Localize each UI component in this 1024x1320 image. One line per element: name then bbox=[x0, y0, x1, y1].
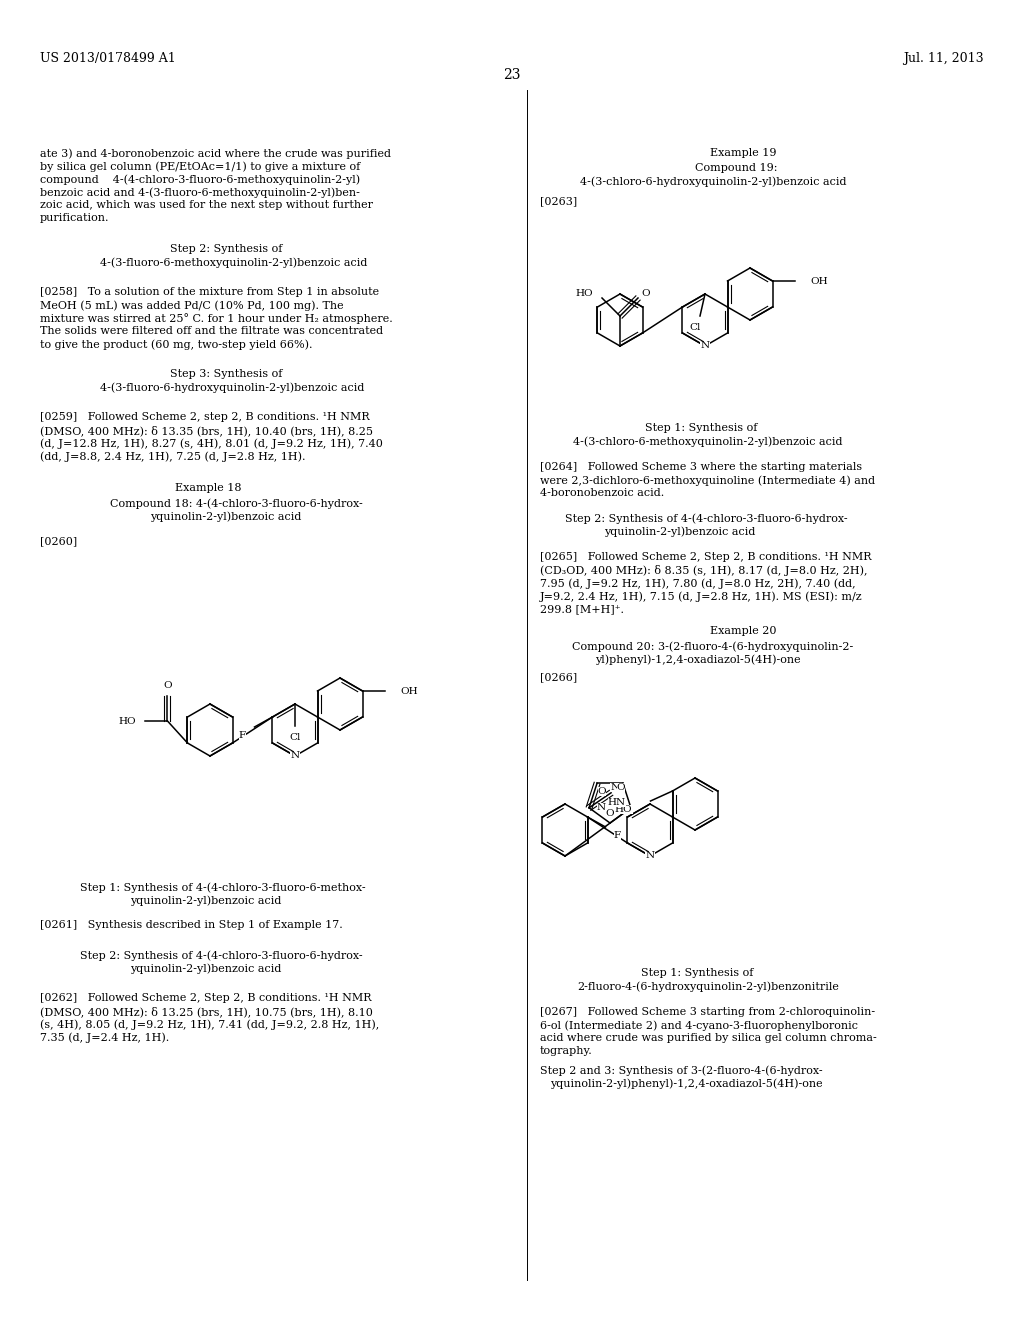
Text: benzoic acid and 4-(3-fluoro-6-methoxyquinolin-2-yl)ben-: benzoic acid and 4-(3-fluoro-6-methoxyqu… bbox=[40, 187, 359, 198]
Text: by silica gel column (PE/EtOAc=1/1) to give a mixture of: by silica gel column (PE/EtOAc=1/1) to g… bbox=[40, 161, 360, 172]
Text: (DMSO, 400 MHz): δ 13.35 (brs, 1H), 10.40 (brs, 1H), 8.25: (DMSO, 400 MHz): δ 13.35 (brs, 1H), 10.4… bbox=[40, 425, 373, 436]
Text: HO: HO bbox=[614, 804, 633, 813]
Text: OH: OH bbox=[400, 686, 418, 696]
Text: N: N bbox=[597, 804, 605, 812]
Text: The solids were filtered off and the filtrate was concentrated: The solids were filtered off and the fil… bbox=[40, 326, 383, 337]
Text: Compound 20: 3-(2-fluoro-4-(6-hydroxyquinolin-2-: Compound 20: 3-(2-fluoro-4-(6-hydroxyqui… bbox=[572, 642, 853, 652]
Text: Compound 19:: Compound 19: bbox=[695, 162, 777, 173]
Text: HO: HO bbox=[119, 717, 136, 726]
Text: (DMSO, 400 MHz): δ 13.25 (brs, 1H), 10.75 (brs, 1H), 8.10: (DMSO, 400 MHz): δ 13.25 (brs, 1H), 10.7… bbox=[40, 1006, 373, 1016]
Text: Compound 18: 4-(4-chloro-3-fluoro-6-hydrox-: Compound 18: 4-(4-chloro-3-fluoro-6-hydr… bbox=[110, 498, 362, 508]
Text: O: O bbox=[605, 808, 614, 817]
Text: acid where crude was purified by silica gel column chroma-: acid where crude was purified by silica … bbox=[540, 1034, 877, 1043]
Text: US 2013/0178499 A1: US 2013/0178499 A1 bbox=[40, 51, 176, 65]
Text: 6-ol (Intermediate 2) and 4-cyano-3-fluorophenylboronic: 6-ol (Intermediate 2) and 4-cyano-3-fluo… bbox=[540, 1020, 858, 1031]
Text: [0266]: [0266] bbox=[540, 672, 578, 682]
Text: [0259]   Followed Scheme 2, step 2, B conditions. ¹H NMR: [0259] Followed Scheme 2, step 2, B cond… bbox=[40, 412, 370, 422]
Text: Step 3: Synthesis of: Step 3: Synthesis of bbox=[170, 370, 283, 379]
Text: 4-boronobenzoic acid.: 4-boronobenzoic acid. bbox=[540, 488, 665, 498]
Text: 23: 23 bbox=[503, 69, 521, 82]
Text: to give the product (60 mg, two-step yield 66%).: to give the product (60 mg, two-step yie… bbox=[40, 339, 312, 350]
Text: compound    4-(4-chloro-3-fluoro-6-methoxyquinolin-2-yl): compound 4-(4-chloro-3-fluoro-6-methoxyq… bbox=[40, 174, 360, 185]
Text: O: O bbox=[616, 783, 626, 792]
Text: Example 18: Example 18 bbox=[175, 483, 242, 492]
Text: Step 1: Synthesis of 4-(4-chloro-3-fluoro-6-methox-: Step 1: Synthesis of 4-(4-chloro-3-fluor… bbox=[80, 882, 366, 892]
Text: yquinolin-2-yl)benzoic acid: yquinolin-2-yl)benzoic acid bbox=[130, 895, 282, 906]
Text: 7.35 (d, J=2.4 Hz, 1H).: 7.35 (d, J=2.4 Hz, 1H). bbox=[40, 1032, 169, 1043]
Text: yquinolin-2-yl)benzoic acid: yquinolin-2-yl)benzoic acid bbox=[604, 525, 756, 536]
Text: N: N bbox=[700, 342, 710, 351]
Text: Example 20: Example 20 bbox=[710, 626, 776, 636]
Text: [0260]: [0260] bbox=[40, 536, 77, 546]
Text: tography.: tography. bbox=[540, 1045, 593, 1056]
Text: O: O bbox=[163, 681, 172, 690]
Text: O: O bbox=[598, 787, 606, 796]
Text: (d, J=12.8 Hz, 1H), 8.27 (s, 4H), 8.01 (d, J=9.2 Hz, 1H), 7.40: (d, J=12.8 Hz, 1H), 8.27 (s, 4H), 8.01 (… bbox=[40, 438, 383, 449]
Text: HO: HO bbox=[575, 289, 593, 298]
Text: 299.8 [M+H]⁺.: 299.8 [M+H]⁺. bbox=[540, 605, 624, 614]
Text: yl)phenyl)-1,2,4-oxadiazol-5(4H)-one: yl)phenyl)-1,2,4-oxadiazol-5(4H)-one bbox=[595, 653, 801, 664]
Text: Example 19: Example 19 bbox=[710, 148, 776, 158]
Text: 4-(3-fluoro-6-methoxyquinolin-2-yl)benzoic acid: 4-(3-fluoro-6-methoxyquinolin-2-yl)benzo… bbox=[100, 257, 368, 268]
Text: [0265]   Followed Scheme 2, Step 2, B conditions. ¹H NMR: [0265] Followed Scheme 2, Step 2, B cond… bbox=[540, 552, 871, 562]
Text: N: N bbox=[610, 783, 620, 792]
Text: F: F bbox=[614, 830, 622, 840]
Text: J=9.2, 2.4 Hz, 1H), 7.15 (d, J=2.8 Hz, 1H). MS (ESI): m/z: J=9.2, 2.4 Hz, 1H), 7.15 (d, J=2.8 Hz, 1… bbox=[540, 591, 862, 602]
Text: Step 2: Synthesis of: Step 2: Synthesis of bbox=[170, 244, 283, 253]
Text: ate 3) and 4-boronobenzoic acid where the crude was purified: ate 3) and 4-boronobenzoic acid where th… bbox=[40, 148, 391, 158]
Text: 7.95 (d, J=9.2 Hz, 1H), 7.80 (d, J=8.0 Hz, 2H), 7.40 (dd,: 7.95 (d, J=9.2 Hz, 1H), 7.80 (d, J=8.0 H… bbox=[540, 578, 856, 589]
Text: N: N bbox=[645, 851, 654, 861]
Text: Step 2 and 3: Synthesis of 3-(2-fluoro-4-(6-hydrox-: Step 2 and 3: Synthesis of 3-(2-fluoro-4… bbox=[540, 1065, 822, 1076]
Text: 4-(3-fluoro-6-hydroxyquinolin-2-yl)benzoic acid: 4-(3-fluoro-6-hydroxyquinolin-2-yl)benzo… bbox=[100, 381, 365, 392]
Text: Cl: Cl bbox=[290, 734, 301, 742]
Text: [0267]   Followed Scheme 3 starting from 2-chloroquinolin-: [0267] Followed Scheme 3 starting from 2… bbox=[540, 1007, 876, 1016]
Text: Step 2: Synthesis of 4-(4-chloro-3-fluoro-6-hydrox-: Step 2: Synthesis of 4-(4-chloro-3-fluor… bbox=[565, 513, 848, 524]
Text: [0258]   To a solution of the mixture from Step 1 in absolute: [0258] To a solution of the mixture from… bbox=[40, 286, 379, 297]
Text: [0262]   Followed Scheme 2, Step 2, B conditions. ¹H NMR: [0262] Followed Scheme 2, Step 2, B cond… bbox=[40, 993, 372, 1003]
Text: 4-(3-chloro-6-methoxyquinolin-2-yl)benzoic acid: 4-(3-chloro-6-methoxyquinolin-2-yl)benzo… bbox=[573, 436, 843, 446]
Text: purification.: purification. bbox=[40, 213, 110, 223]
Text: F: F bbox=[239, 730, 246, 739]
Text: OH: OH bbox=[811, 276, 828, 285]
Text: HN: HN bbox=[608, 799, 626, 808]
Text: (s, 4H), 8.05 (d, J=9.2 Hz, 1H), 7.41 (dd, J=9.2, 2.8 Hz, 1H),: (s, 4H), 8.05 (d, J=9.2 Hz, 1H), 7.41 (d… bbox=[40, 1019, 379, 1030]
Text: [0263]: [0263] bbox=[540, 195, 578, 206]
Text: Step 1: Synthesis of: Step 1: Synthesis of bbox=[641, 968, 754, 978]
Text: Jul. 11, 2013: Jul. 11, 2013 bbox=[903, 51, 984, 65]
Text: 4-(3-chloro-6-hydroxyquinolin-2-yl)benzoic acid: 4-(3-chloro-6-hydroxyquinolin-2-yl)benzo… bbox=[580, 176, 847, 186]
Text: O: O bbox=[642, 289, 650, 298]
Text: [0264]   Followed Scheme 3 where the starting materials: [0264] Followed Scheme 3 where the start… bbox=[540, 462, 862, 473]
Text: MeOH (5 mL) was added Pd/C (10% Pd, 100 mg). The: MeOH (5 mL) was added Pd/C (10% Pd, 100 … bbox=[40, 300, 344, 310]
Text: yquinolin-2-yl)benzoic acid: yquinolin-2-yl)benzoic acid bbox=[150, 511, 301, 521]
Text: were 2,3-dichloro-6-methoxyquinoline (Intermediate 4) and: were 2,3-dichloro-6-methoxyquinoline (In… bbox=[540, 475, 876, 486]
Text: 2-fluoro-4-(6-hydroxyquinolin-2-yl)benzonitrile: 2-fluoro-4-(6-hydroxyquinolin-2-yl)benzo… bbox=[577, 981, 839, 991]
Text: Step 2: Synthesis of 4-(4-chloro-3-fluoro-6-hydrox-: Step 2: Synthesis of 4-(4-chloro-3-fluor… bbox=[80, 950, 362, 961]
Text: [0261]   Synthesis described in Step 1 of Example 17.: [0261] Synthesis described in Step 1 of … bbox=[40, 920, 343, 931]
Text: (dd, J=8.8, 2.4 Hz, 1H), 7.25 (d, J=2.8 Hz, 1H).: (dd, J=8.8, 2.4 Hz, 1H), 7.25 (d, J=2.8 … bbox=[40, 451, 305, 462]
Text: N: N bbox=[291, 751, 300, 760]
Text: Cl: Cl bbox=[689, 323, 700, 333]
Text: yquinolin-2-yl)phenyl)-1,2,4-oxadiazol-5(4H)-one: yquinolin-2-yl)phenyl)-1,2,4-oxadiazol-5… bbox=[550, 1078, 822, 1089]
Text: mixture was stirred at 25° C. for 1 hour under H₂ atmosphere.: mixture was stirred at 25° C. for 1 hour… bbox=[40, 313, 393, 323]
Text: zoic acid, which was used for the next step without further: zoic acid, which was used for the next s… bbox=[40, 201, 373, 210]
Text: (CD₃OD, 400 MHz): δ 8.35 (s, 1H), 8.17 (d, J=8.0 Hz, 2H),: (CD₃OD, 400 MHz): δ 8.35 (s, 1H), 8.17 (… bbox=[540, 565, 867, 576]
Text: yquinolin-2-yl)benzoic acid: yquinolin-2-yl)benzoic acid bbox=[130, 964, 282, 974]
Text: Step 1: Synthesis of: Step 1: Synthesis of bbox=[645, 422, 758, 433]
